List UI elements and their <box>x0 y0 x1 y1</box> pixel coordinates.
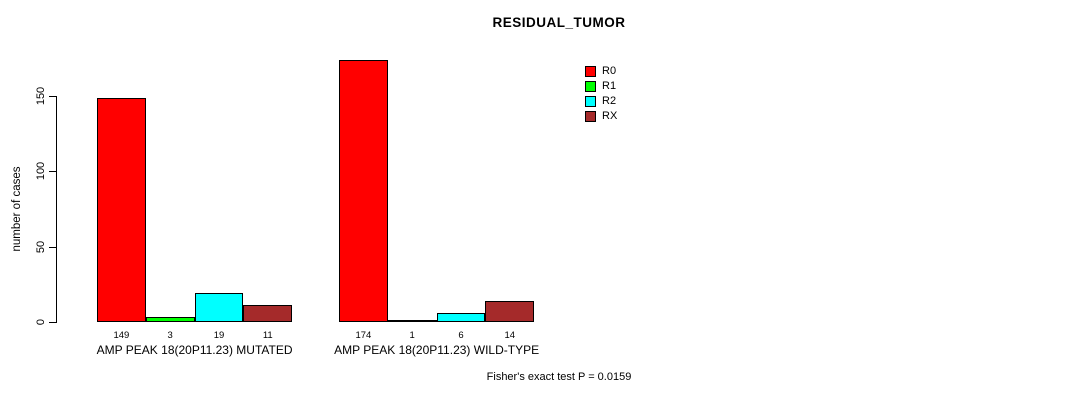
legend-swatch-rx <box>585 111 596 122</box>
footnote-pvalue: Fisher's exact test P = 0.0159 <box>486 371 632 383</box>
legend-swatch-r0 <box>585 66 596 77</box>
legend-item-rx: RX <box>585 109 617 124</box>
legend-item-r1: R1 <box>585 79 617 94</box>
y-tick-label-text: 150 <box>35 86 47 106</box>
legend-label: R0 <box>602 65 617 77</box>
group-label-text: AMP PEAK 18(20P11.23) WILD-TYPE <box>334 343 540 357</box>
y-tick-mark <box>49 96 56 97</box>
legend-label: RX <box>602 110 618 122</box>
bar-value-label: 6 <box>458 330 464 341</box>
legend-label: R1 <box>602 80 617 92</box>
legend: R0 R1 R2 RX <box>585 64 617 124</box>
bar-rx <box>485 300 535 322</box>
y-tick-label-text: 50 <box>35 240 47 253</box>
chart-title: RESIDUAL_TUMOR <box>492 15 626 30</box>
bar-value-label: 19 <box>213 330 225 341</box>
y-tick-mark <box>49 246 56 248</box>
y-tick-mark <box>49 322 56 323</box>
bar-r1 <box>387 320 437 323</box>
bar-rx <box>243 305 293 322</box>
bar-value-label: 1 <box>409 330 415 341</box>
y-axis-line <box>56 96 57 323</box>
bar-r2 <box>194 293 244 322</box>
legend-swatch-r1 <box>585 81 596 92</box>
bar-value-label: 11 <box>262 330 273 341</box>
bar-r1 <box>145 317 195 322</box>
y-tick-label-text: 100 <box>35 162 47 181</box>
y-tick-label-text: 0 <box>35 318 47 326</box>
bar-r0 <box>97 97 146 322</box>
legend-item-r2: R2 <box>585 94 617 109</box>
bar-value-label: 149 <box>113 330 130 341</box>
bar-value-label: 174 <box>355 330 372 341</box>
y-tick-mark <box>49 171 56 173</box>
bar-r2 <box>436 312 486 322</box>
legend-label: R2 <box>602 95 617 107</box>
bar-value-label: 3 <box>167 330 173 341</box>
y-axis-label-text: number of cases <box>11 166 23 252</box>
legend-item-r0: R0 <box>585 64 617 79</box>
legend-swatch-r2 <box>585 96 596 107</box>
bar-r0 <box>339 59 388 322</box>
bar-value-label: 14 <box>504 330 516 341</box>
group-label-text: AMP PEAK 18(20P11.23) MUTATED <box>96 343 293 357</box>
